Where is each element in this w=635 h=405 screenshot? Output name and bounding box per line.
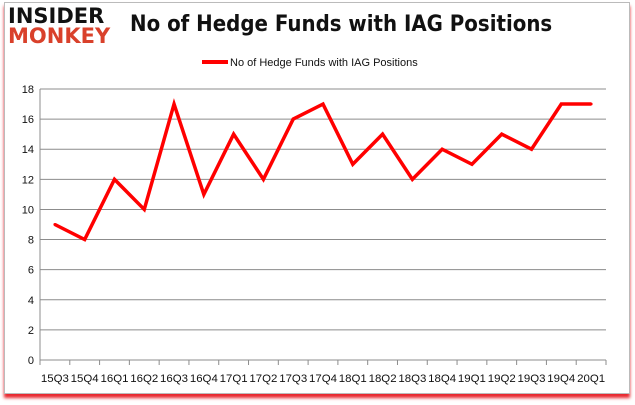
y-tick-label: 12 <box>22 174 34 186</box>
data-point <box>589 102 593 106</box>
x-tick-label: 18Q3 <box>398 373 426 385</box>
y-tick-label: 18 <box>22 84 34 96</box>
logo-line-2: MONKEY <box>8 24 111 48</box>
x-tick-label: 15Q3 <box>41 373 69 385</box>
y-tick-label: 8 <box>28 235 34 247</box>
x-tick-label: 16Q3 <box>160 373 188 385</box>
insider-monkey-logo: INSIDER MONKEY <box>8 4 111 48</box>
data-point <box>53 223 57 226</box>
y-tick-label: 0 <box>28 355 34 367</box>
data-point <box>530 147 534 151</box>
x-tick-label: 19Q3 <box>518 373 546 385</box>
x-tick-label: 18Q4 <box>428 373 456 385</box>
x-tick-label: 16Q2 <box>130 373 158 385</box>
data-point <box>172 102 176 106</box>
y-tick-label: 16 <box>22 114 34 126</box>
y-tick-label: 2 <box>28 325 34 337</box>
data-point <box>202 192 206 196</box>
data-point <box>291 117 295 121</box>
data-point <box>83 238 87 242</box>
data-point <box>500 132 504 136</box>
x-tick-label: 18Q1 <box>339 373 367 385</box>
x-tick-label: 17Q4 <box>309 373 337 385</box>
x-tick-label: 20Q1 <box>577 373 605 385</box>
data-point <box>559 102 563 106</box>
y-tick-label: 6 <box>28 265 34 277</box>
chart-title: No of Hedge Funds with IAG Positions <box>130 12 553 37</box>
x-tick-label: 19Q1 <box>458 373 486 385</box>
data-point <box>351 162 355 166</box>
chart-frame <box>4 2 630 394</box>
x-tick-label: 16Q4 <box>190 373 218 385</box>
legend: No of Hedge Funds with IAG Positions <box>202 57 418 69</box>
data-point <box>470 162 474 166</box>
data-point <box>112 177 116 181</box>
data-point <box>410 177 414 181</box>
data-point <box>381 132 385 136</box>
x-tick-label: 17Q1 <box>220 373 248 385</box>
data-point <box>440 147 444 151</box>
series-line <box>54 98 592 242</box>
data-point <box>232 132 236 136</box>
y-tick-label: 10 <box>22 204 34 216</box>
y-tick-label: 4 <box>28 295 34 307</box>
x-tick-label: 15Q4 <box>71 373 99 385</box>
data-point <box>261 177 265 181</box>
x-tick-label: 19Q2 <box>488 373 516 385</box>
data-point <box>321 102 325 106</box>
data-point <box>142 207 146 211</box>
legend-label: No of Hedge Funds with IAG Positions <box>230 57 418 69</box>
logo-line-1: INSIDER <box>8 4 105 28</box>
x-tick-label: 17Q3 <box>279 373 307 385</box>
y-tick-label: 14 <box>22 144 34 156</box>
x-tick-label: 18Q2 <box>369 373 397 385</box>
x-tick-label: 17Q2 <box>249 373 277 385</box>
x-tick-label: 19Q4 <box>547 373 575 385</box>
x-tick-label: 16Q1 <box>100 373 128 385</box>
